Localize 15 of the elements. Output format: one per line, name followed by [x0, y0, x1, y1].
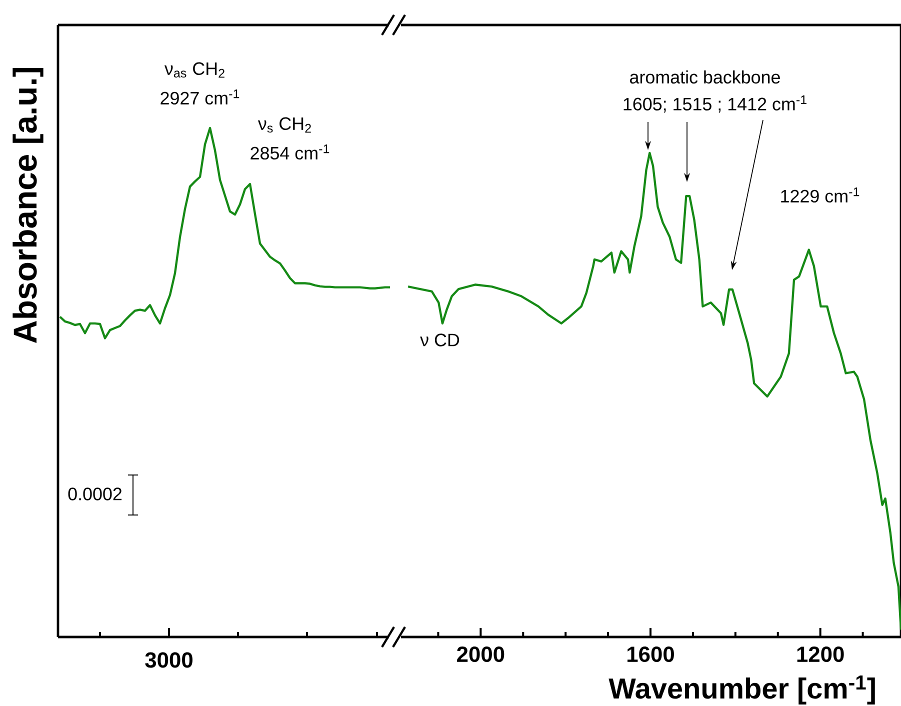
x-axis-title: Wavenumber [cm$^{-1}$]	[608, 676, 875, 704]
text: 3000	[145, 652, 192, 668]
annotation: 2854 cm$^{-1}$	[250, 144, 330, 160]
text: ν$_{as}$ CH$_{2}$	[164, 62, 224, 78]
x-tick-label: 2000	[457, 646, 504, 662]
text: aromatic backbone	[630, 70, 780, 84]
x-tick-label: 1200	[797, 646, 844, 662]
annotation: ν$_{s}$ CH$_{2}$	[258, 117, 311, 133]
y-axis-title: Absorbance [a.u.]	[12, 68, 44, 344]
annotation: ν CD	[420, 334, 460, 346]
annotation: 1229 cm$^{-1}$	[781, 187, 860, 203]
text: 1605; 1515 ; 1412 cm$^{-1}$	[624, 95, 806, 113]
text: 2927 cm$^{-1}$	[160, 89, 240, 105]
x-tick-label: 1600	[627, 646, 674, 662]
annotation: 0.0002	[68, 488, 122, 500]
